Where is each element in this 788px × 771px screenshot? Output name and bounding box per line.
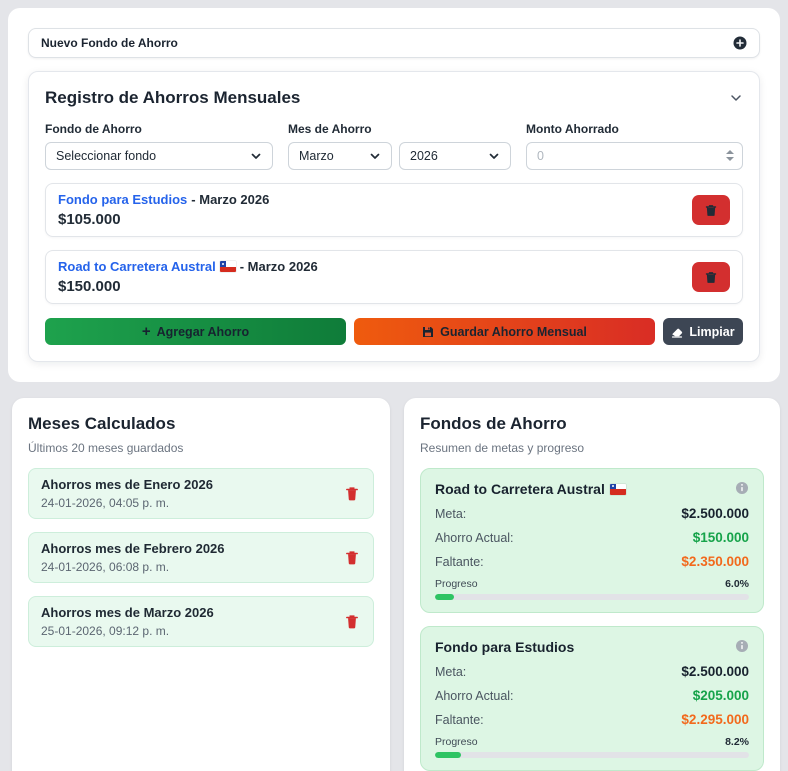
progress-bar [435,752,749,758]
mes-item-title: Ahorros mes de Febrero 2026 [41,541,225,556]
delete-entry-button[interactable] [692,262,730,292]
chevron-down-icon [251,153,261,159]
trash-icon [705,204,717,216]
mes-item: Ahorros mes de Febrero 2026 24-01-2026, … [28,532,374,583]
trash-icon [705,271,717,283]
faltante-value: $2.295.000 [681,712,749,727]
spinner-up-icon [726,150,734,154]
saving-entry: Fondo para Estudios - Marzo 2026 $105.00… [45,183,743,237]
fondos-title: Fondos de Ahorro [420,414,567,433]
fund-name: Fondo para Estudios [435,639,575,655]
agregar-label: Agregar Ahorro [156,324,250,339]
meses-title: Meses Calculados [28,414,176,433]
delete-mes-button[interactable] [343,612,361,631]
save-icon [423,326,434,337]
mes-item-date: 25-01-2026, 09:12 p. m. [41,624,170,638]
entry-period: - Marzo 2026 [239,259,318,274]
limpiar-button[interactable]: Limpiar [663,318,743,345]
delete-mes-button[interactable] [343,548,361,567]
eraser-icon [672,328,683,338]
spinner-down-icon [726,157,734,161]
entry-amount: $105.000 [58,211,121,228]
mes-item-title: Ahorros mes de Enero 2026 [41,477,213,492]
limpiar-label: Limpiar [689,324,735,339]
ahorro-actual-label: Ahorro Actual: [435,531,514,545]
registro-title: Registro de Ahorros Mensuales [45,88,301,107]
savings-form: Fondo de Ahorro Seleccionar fondo Mes de… [45,122,743,170]
accordion-title: Nuevo Fondo de Ahorro [41,36,178,50]
anio-select-value: 2026 [410,149,438,163]
chile-flag-icon [219,261,236,272]
progreso-pct: 8.2% [725,736,749,748]
fondo-select-value: Seleccionar fondo [56,149,157,163]
info-icon[interactable] [735,639,749,653]
anio-select[interactable]: 2026 [399,142,511,170]
meta-label: Meta: [435,665,467,679]
plus-icon: + [141,323,151,340]
entry-period: - Marzo 2026 [191,192,270,207]
registro-header[interactable]: Registro de Ahorros Mensuales [45,88,743,108]
chevron-down-icon [370,153,380,159]
ahorro-actual-label: Ahorro Actual: [435,689,514,703]
delete-entry-button[interactable] [692,195,730,225]
agregar-ahorro-button[interactable]: + Agregar Ahorro [45,318,346,345]
ahorro-actual-value: $150.000 [692,530,749,545]
plus-circle-icon[interactable] [733,36,747,50]
meses-subtitle: Últimos 20 meses guardados [28,441,184,455]
mes-select-value: Marzo [299,149,334,163]
number-spinner[interactable] [726,150,734,161]
chile-flag-icon [609,483,626,495]
delete-mes-button[interactable] [343,484,361,503]
trash-icon [346,487,358,501]
progreso-pct: 6.0% [725,578,749,590]
fund-card: Road to Carretera Austral Meta: $2.500.0… [420,468,764,613]
ahorro-actual-value: $205.000 [692,688,749,703]
faltante-value: $2.350.000 [681,554,749,569]
progress-fill [435,594,454,600]
mes-label: Mes de Ahorro [288,122,372,136]
chevron-down-icon[interactable] [729,91,743,105]
info-icon[interactable] [735,481,749,495]
fondo-select[interactable]: Seleccionar fondo [45,142,273,170]
guardar-ahorro-button[interactable]: Guardar Ahorro Mensual [354,318,655,345]
fondos-ahorro-panel: Fondos de Ahorro Resumen de metas y prog… [404,398,780,771]
progreso-label: Progreso [435,578,478,590]
mes-item-date: 24-01-2026, 06:08 p. m. [41,560,170,574]
entry-amount: $150.000 [58,278,121,295]
mes-item-title: Ahorros mes de Marzo 2026 [41,605,214,620]
top-section: Nuevo Fondo de Ahorro Registro de Ahorro… [8,8,780,382]
fund-name: Road to Carretera Austral [435,481,605,497]
accordion-nuevo-fondo[interactable]: Nuevo Fondo de Ahorro [28,28,760,58]
meta-label: Meta: [435,507,467,521]
chevron-down-icon [489,153,499,159]
mes-item: Ahorros mes de Enero 2026 24-01-2026, 04… [28,468,374,519]
fondo-label: Fondo de Ahorro [45,122,142,136]
registro-card: Registro de Ahorros Mensuales Fondo de A… [28,71,760,362]
monto-label: Monto Ahorrado [526,122,619,136]
progreso-label: Progreso [435,736,478,748]
fund-card: Fondo para Estudios Meta: $2.500.000 Aho… [420,626,764,771]
progress-bar [435,594,749,600]
faltante-label: Faltante: [435,555,484,569]
faltante-label: Faltante: [435,713,484,727]
entry-fund-name: Fondo para Estudios [58,192,188,207]
meses-calculados-panel: Meses Calculados Últimos 20 meses guarda… [12,398,390,771]
meta-value: $2.500.000 [681,506,749,521]
mes-select[interactable]: Marzo [288,142,392,170]
guardar-label: Guardar Ahorro Mensual [440,324,587,339]
saving-entry: Road to Carretera Austral - Marzo 2026 $… [45,250,743,304]
trash-icon [346,615,358,629]
trash-icon [346,551,358,565]
fondos-subtitle: Resumen de metas y progreso [420,441,585,455]
monto-input[interactable] [526,142,743,170]
entry-fund-name: Road to Carretera Austral [58,259,216,274]
progress-fill [435,752,461,758]
mes-item-date: 24-01-2026, 04:05 p. m. [41,496,170,510]
mes-item: Ahorros mes de Marzo 2026 25-01-2026, 09… [28,596,374,647]
meta-value: $2.500.000 [681,664,749,679]
